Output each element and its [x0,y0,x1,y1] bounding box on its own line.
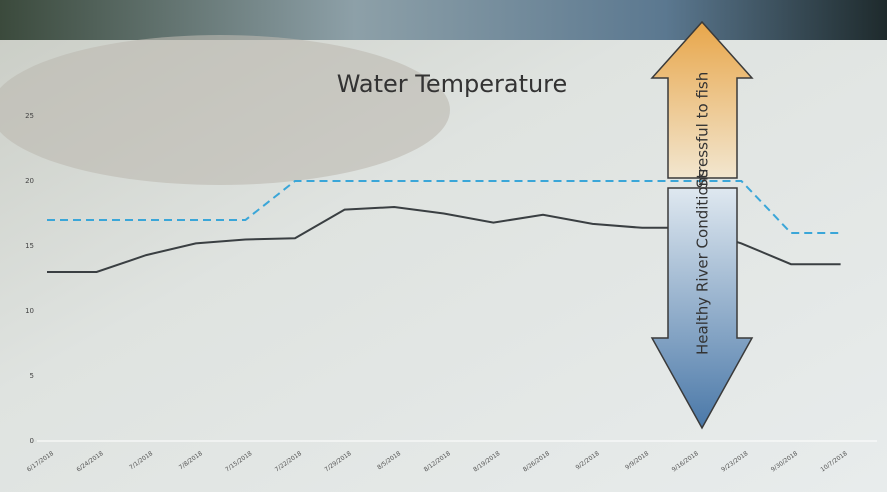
down-arrow [650,187,754,430]
threshold-line [47,180,841,234]
background-top [0,0,887,40]
up-annotation: Stressful to fish [694,72,712,188]
y-tick-label: 20 [25,177,34,185]
y-tick-label: 0 [30,437,34,445]
y-tick-label: 5 [30,372,34,380]
chart-title: Water Temperature [337,70,568,98]
y-tick-label: 15 [25,242,34,250]
background-rock [0,35,450,185]
up-arrow [650,20,754,179]
down-annotation: Healthy River Conditions [694,169,712,355]
y-tick-label: 10 [25,307,34,315]
y-tick-label: 25 [25,112,34,120]
